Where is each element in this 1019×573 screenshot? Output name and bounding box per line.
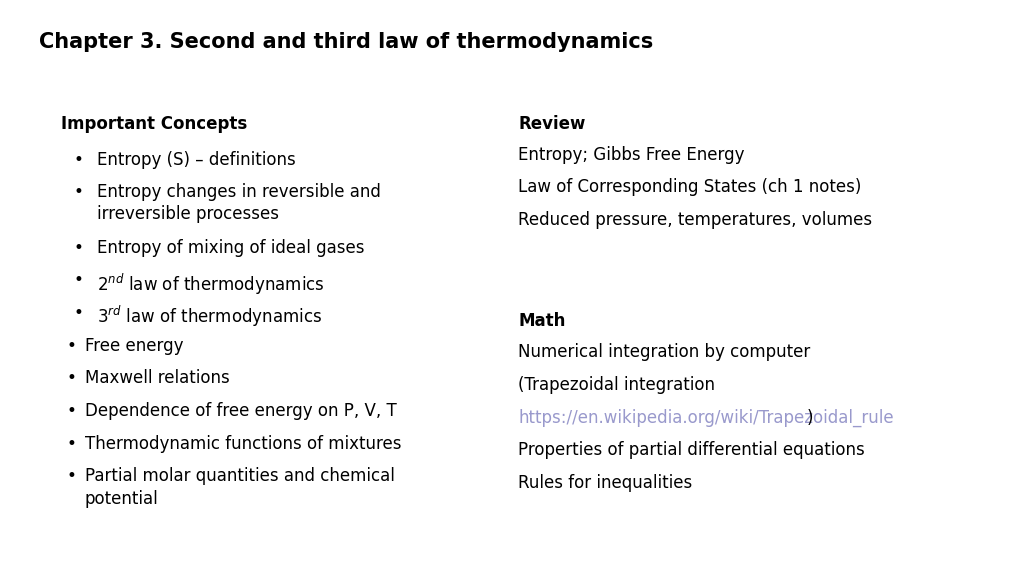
Text: Entropy (S) – definitions: Entropy (S) – definitions <box>97 151 296 168</box>
Text: •: • <box>66 468 76 485</box>
Text: •: • <box>66 337 76 355</box>
Text: ): ) <box>806 409 812 427</box>
Text: Rules for inequalities: Rules for inequalities <box>518 474 692 492</box>
Text: 3$^{rd}$ law of thermodynamics: 3$^{rd}$ law of thermodynamics <box>97 304 322 329</box>
Text: Dependence of free energy on P, V, T: Dependence of free energy on P, V, T <box>85 402 396 420</box>
Text: Reduced pressure, temperatures, volumes: Reduced pressure, temperatures, volumes <box>518 211 871 229</box>
Text: Thermodynamic functions of mixtures: Thermodynamic functions of mixtures <box>85 435 400 453</box>
Text: •: • <box>73 272 84 289</box>
Text: https://en.wikipedia.org/wiki/Trapezoidal_rule: https://en.wikipedia.org/wiki/Trapezoida… <box>518 409 893 427</box>
Text: •: • <box>73 183 84 201</box>
Text: Properties of partial differential equations: Properties of partial differential equat… <box>518 441 864 460</box>
Text: (Trapezoidal integration: (Trapezoidal integration <box>518 376 714 394</box>
Text: •: • <box>66 435 76 453</box>
Text: Maxwell relations: Maxwell relations <box>85 370 229 387</box>
Text: •: • <box>66 370 76 387</box>
Text: •: • <box>73 304 84 322</box>
Text: Entropy of mixing of ideal gases: Entropy of mixing of ideal gases <box>97 239 364 257</box>
Text: Free energy: Free energy <box>85 337 183 355</box>
Text: Partial molar quantities and chemical
potential: Partial molar quantities and chemical po… <box>85 468 394 508</box>
Text: •: • <box>66 402 76 420</box>
Text: Chapter 3. Second and third law of thermodynamics: Chapter 3. Second and third law of therm… <box>39 32 652 52</box>
Text: Law of Corresponding States (ch 1 notes): Law of Corresponding States (ch 1 notes) <box>518 178 861 197</box>
Text: 2$^{nd}$ law of thermodynamics: 2$^{nd}$ law of thermodynamics <box>97 272 324 297</box>
Text: •: • <box>73 151 84 168</box>
Text: Entropy; Gibbs Free Energy: Entropy; Gibbs Free Energy <box>518 146 744 164</box>
Text: Math: Math <box>518 312 565 330</box>
Text: Numerical integration by computer: Numerical integration by computer <box>518 343 810 362</box>
Text: Entropy changes in reversible and
irreversible processes: Entropy changes in reversible and irreve… <box>97 183 380 223</box>
Text: Important Concepts: Important Concepts <box>61 115 248 132</box>
Text: •: • <box>73 239 84 257</box>
Text: Review: Review <box>518 115 585 132</box>
